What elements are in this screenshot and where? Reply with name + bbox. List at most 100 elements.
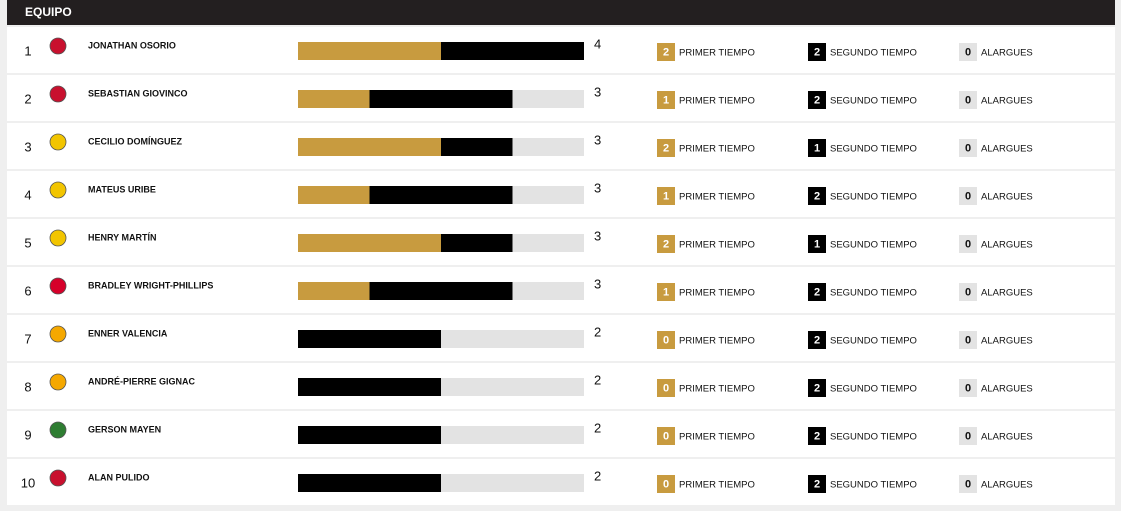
count-primer: 0 — [663, 382, 669, 394]
label-alargues: ALARGUES — [981, 240, 1033, 251]
total: 3 — [594, 228, 601, 243]
label-primer: PRIMER TIEMPO — [679, 192, 755, 203]
count-alargues: 0 — [965, 46, 971, 58]
rank: 3 — [24, 139, 31, 154]
label-alargues: ALARGUES — [981, 96, 1033, 107]
count-box-alargues — [959, 91, 977, 109]
bar-primer — [298, 186, 370, 204]
team-logo — [49, 85, 67, 103]
label-primer: PRIMER TIEMPO — [679, 48, 755, 59]
count-segundo: 2 — [814, 286, 820, 298]
rank: 4 — [24, 187, 31, 202]
player-name: ENNER VALENCIA — [88, 328, 168, 338]
bar-segundo — [441, 138, 513, 156]
count-box-segundo — [808, 283, 826, 301]
count-box-alargues — [959, 331, 977, 349]
count-primer: 2 — [663, 238, 669, 250]
count-segundo: 2 — [814, 382, 820, 394]
label-segundo: SEGUNDO TIEMPO — [830, 480, 917, 491]
header-bar — [7, 0, 1115, 25]
label-alargues: ALARGUES — [981, 480, 1033, 491]
label-alargues: ALARGUES — [981, 384, 1033, 395]
label-primer: PRIMER TIEMPO — [679, 240, 755, 251]
count-alargues: 0 — [965, 334, 971, 346]
count-segundo: 2 — [814, 46, 820, 58]
rank: 9 — [24, 427, 31, 442]
total: 3 — [594, 132, 601, 147]
team-logo — [49, 373, 67, 391]
count-box-alargues — [959, 235, 977, 253]
count-alargues: 0 — [965, 142, 971, 154]
label-segundo: SEGUNDO TIEMPO — [830, 240, 917, 251]
rank: 2 — [24, 91, 31, 106]
count-box-primer — [657, 331, 675, 349]
player-name: MATEUS URIBE — [88, 184, 156, 194]
bar-primer — [298, 282, 370, 300]
bar-primer — [298, 90, 370, 108]
count-primer: 0 — [663, 478, 669, 490]
label-segundo: SEGUNDO TIEMPO — [830, 96, 917, 107]
player-name: CECILIO DOMÍNGUEZ — [88, 136, 183, 146]
player-name: ANDRÉ-PIERRE GIGNAC — [88, 376, 196, 386]
count-box-alargues — [959, 187, 977, 205]
label-alargues: ALARGUES — [981, 432, 1033, 443]
label-alargues: ALARGUES — [981, 288, 1033, 299]
count-box-primer — [657, 475, 675, 493]
player-name: HENRY MARTÍN — [88, 232, 157, 242]
count-box-primer — [657, 283, 675, 301]
bar-segundo — [369, 90, 513, 108]
total: 3 — [594, 84, 601, 99]
bar-segundo — [298, 330, 441, 348]
team-logo — [49, 421, 67, 439]
count-box-alargues — [959, 139, 977, 157]
count-primer: 0 — [663, 334, 669, 346]
count-box-primer — [657, 235, 675, 253]
count-alargues: 0 — [965, 238, 971, 250]
count-primer: 1 — [663, 286, 669, 298]
bar-primer — [298, 234, 441, 252]
count-box-segundo — [808, 235, 826, 253]
label-primer: PRIMER TIEMPO — [679, 96, 755, 107]
label-alargues: ALARGUES — [981, 144, 1033, 155]
total: 3 — [594, 180, 601, 195]
player-name: SEBASTIAN GIOVINCO — [88, 88, 188, 98]
count-box-alargues — [959, 475, 977, 493]
bar-segundo — [441, 234, 513, 252]
bar-segundo — [298, 426, 441, 444]
bar-segundo — [369, 282, 513, 300]
count-alargues: 0 — [965, 190, 971, 202]
count-box-segundo — [808, 91, 826, 109]
total: 2 — [594, 372, 601, 387]
count-primer: 2 — [663, 142, 669, 154]
label-segundo: SEGUNDO TIEMPO — [830, 336, 917, 347]
count-segundo: 2 — [814, 94, 820, 106]
player-name: GERSON MAYEN — [88, 424, 161, 434]
label-segundo: SEGUNDO TIEMPO — [830, 432, 917, 443]
count-segundo: 1 — [814, 238, 820, 250]
count-box-alargues — [959, 43, 977, 61]
player-name: BRADLEY WRIGHT-PHILLIPS — [88, 280, 213, 290]
label-primer: PRIMER TIEMPO — [679, 144, 755, 155]
count-segundo: 2 — [814, 430, 820, 442]
label-primer: PRIMER TIEMPO — [679, 480, 755, 491]
total: 3 — [594, 276, 601, 291]
count-segundo: 2 — [814, 478, 820, 490]
count-box-primer — [657, 43, 675, 61]
count-primer: 2 — [663, 46, 669, 58]
count-box-segundo — [808, 187, 826, 205]
count-box-primer — [657, 427, 675, 445]
count-box-primer — [657, 379, 675, 397]
label-alargues: ALARGUES — [981, 192, 1033, 203]
team-logo — [49, 133, 67, 151]
label-primer: PRIMER TIEMPO — [679, 384, 755, 395]
count-box-primer — [657, 139, 675, 157]
header-title: EQUIPO — [25, 5, 72, 19]
count-box-segundo — [808, 139, 826, 157]
label-segundo: SEGUNDO TIEMPO — [830, 144, 917, 155]
count-segundo: 2 — [814, 190, 820, 202]
count-box-alargues — [959, 427, 977, 445]
rank: 8 — [24, 379, 31, 394]
team-logo — [49, 37, 67, 55]
count-box-segundo — [808, 331, 826, 349]
